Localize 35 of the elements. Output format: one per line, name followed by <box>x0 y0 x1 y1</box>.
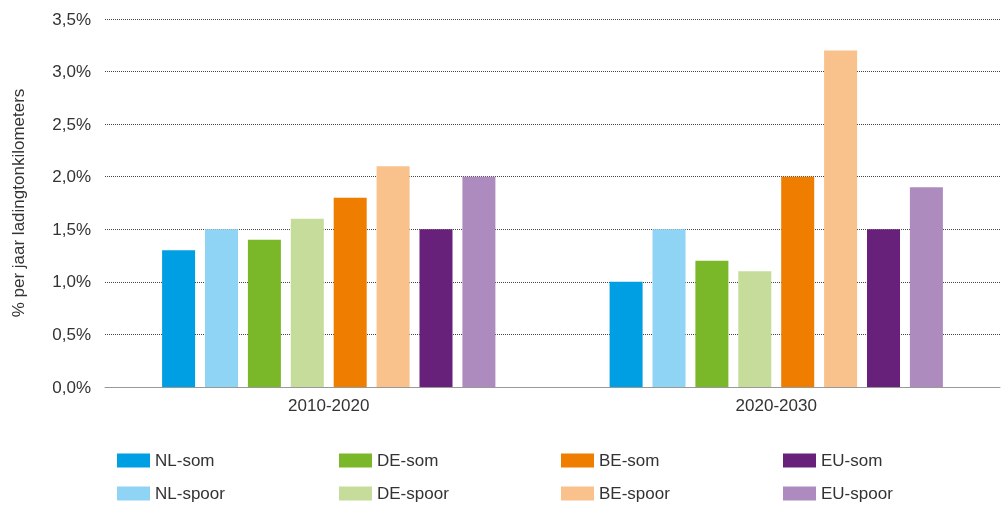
y-tick-label: 3,0% <box>52 62 91 82</box>
bar <box>695 260 729 387</box>
bar <box>333 197 367 387</box>
bar <box>867 229 900 387</box>
legend-label: NL-spoor <box>155 484 226 503</box>
bar <box>419 229 453 387</box>
legend-label: NL-som <box>155 451 215 470</box>
legend-label: BE-spoor <box>599 484 671 503</box>
y-tick-label: 0,0% <box>52 377 91 397</box>
legend-label: EU-som <box>821 451 883 470</box>
y-axis-title: % per jaar ladingtonkilometers <box>9 88 28 318</box>
bar <box>247 239 281 387</box>
legend-label: BE-som <box>599 451 660 470</box>
bar <box>909 187 943 387</box>
bar <box>738 271 772 387</box>
y-tick-label: 2,5% <box>52 114 91 134</box>
y-tick-label: 1,0% <box>52 272 91 292</box>
legend-label: EU-spoor <box>821 484 894 503</box>
bar <box>462 176 496 387</box>
bar <box>162 250 196 387</box>
legend-label: DE-spoor <box>377 484 450 503</box>
bar <box>781 176 815 387</box>
y-tick-label: 0,5% <box>52 324 91 344</box>
y-tick-label: 3,5% <box>52 9 91 29</box>
bar <box>376 166 410 387</box>
x-tick-label: 2010-2020 <box>288 396 370 415</box>
bar <box>609 281 643 387</box>
bar <box>824 50 858 387</box>
bar <box>205 229 238 387</box>
bar <box>652 229 686 387</box>
y-tick-label: 1,5% <box>52 219 91 239</box>
legend-label: DE-som <box>377 451 439 470</box>
y-tick-label: 2,0% <box>52 167 91 187</box>
bar <box>290 218 324 387</box>
x-tick-label: 2020-2030 <box>735 396 817 415</box>
